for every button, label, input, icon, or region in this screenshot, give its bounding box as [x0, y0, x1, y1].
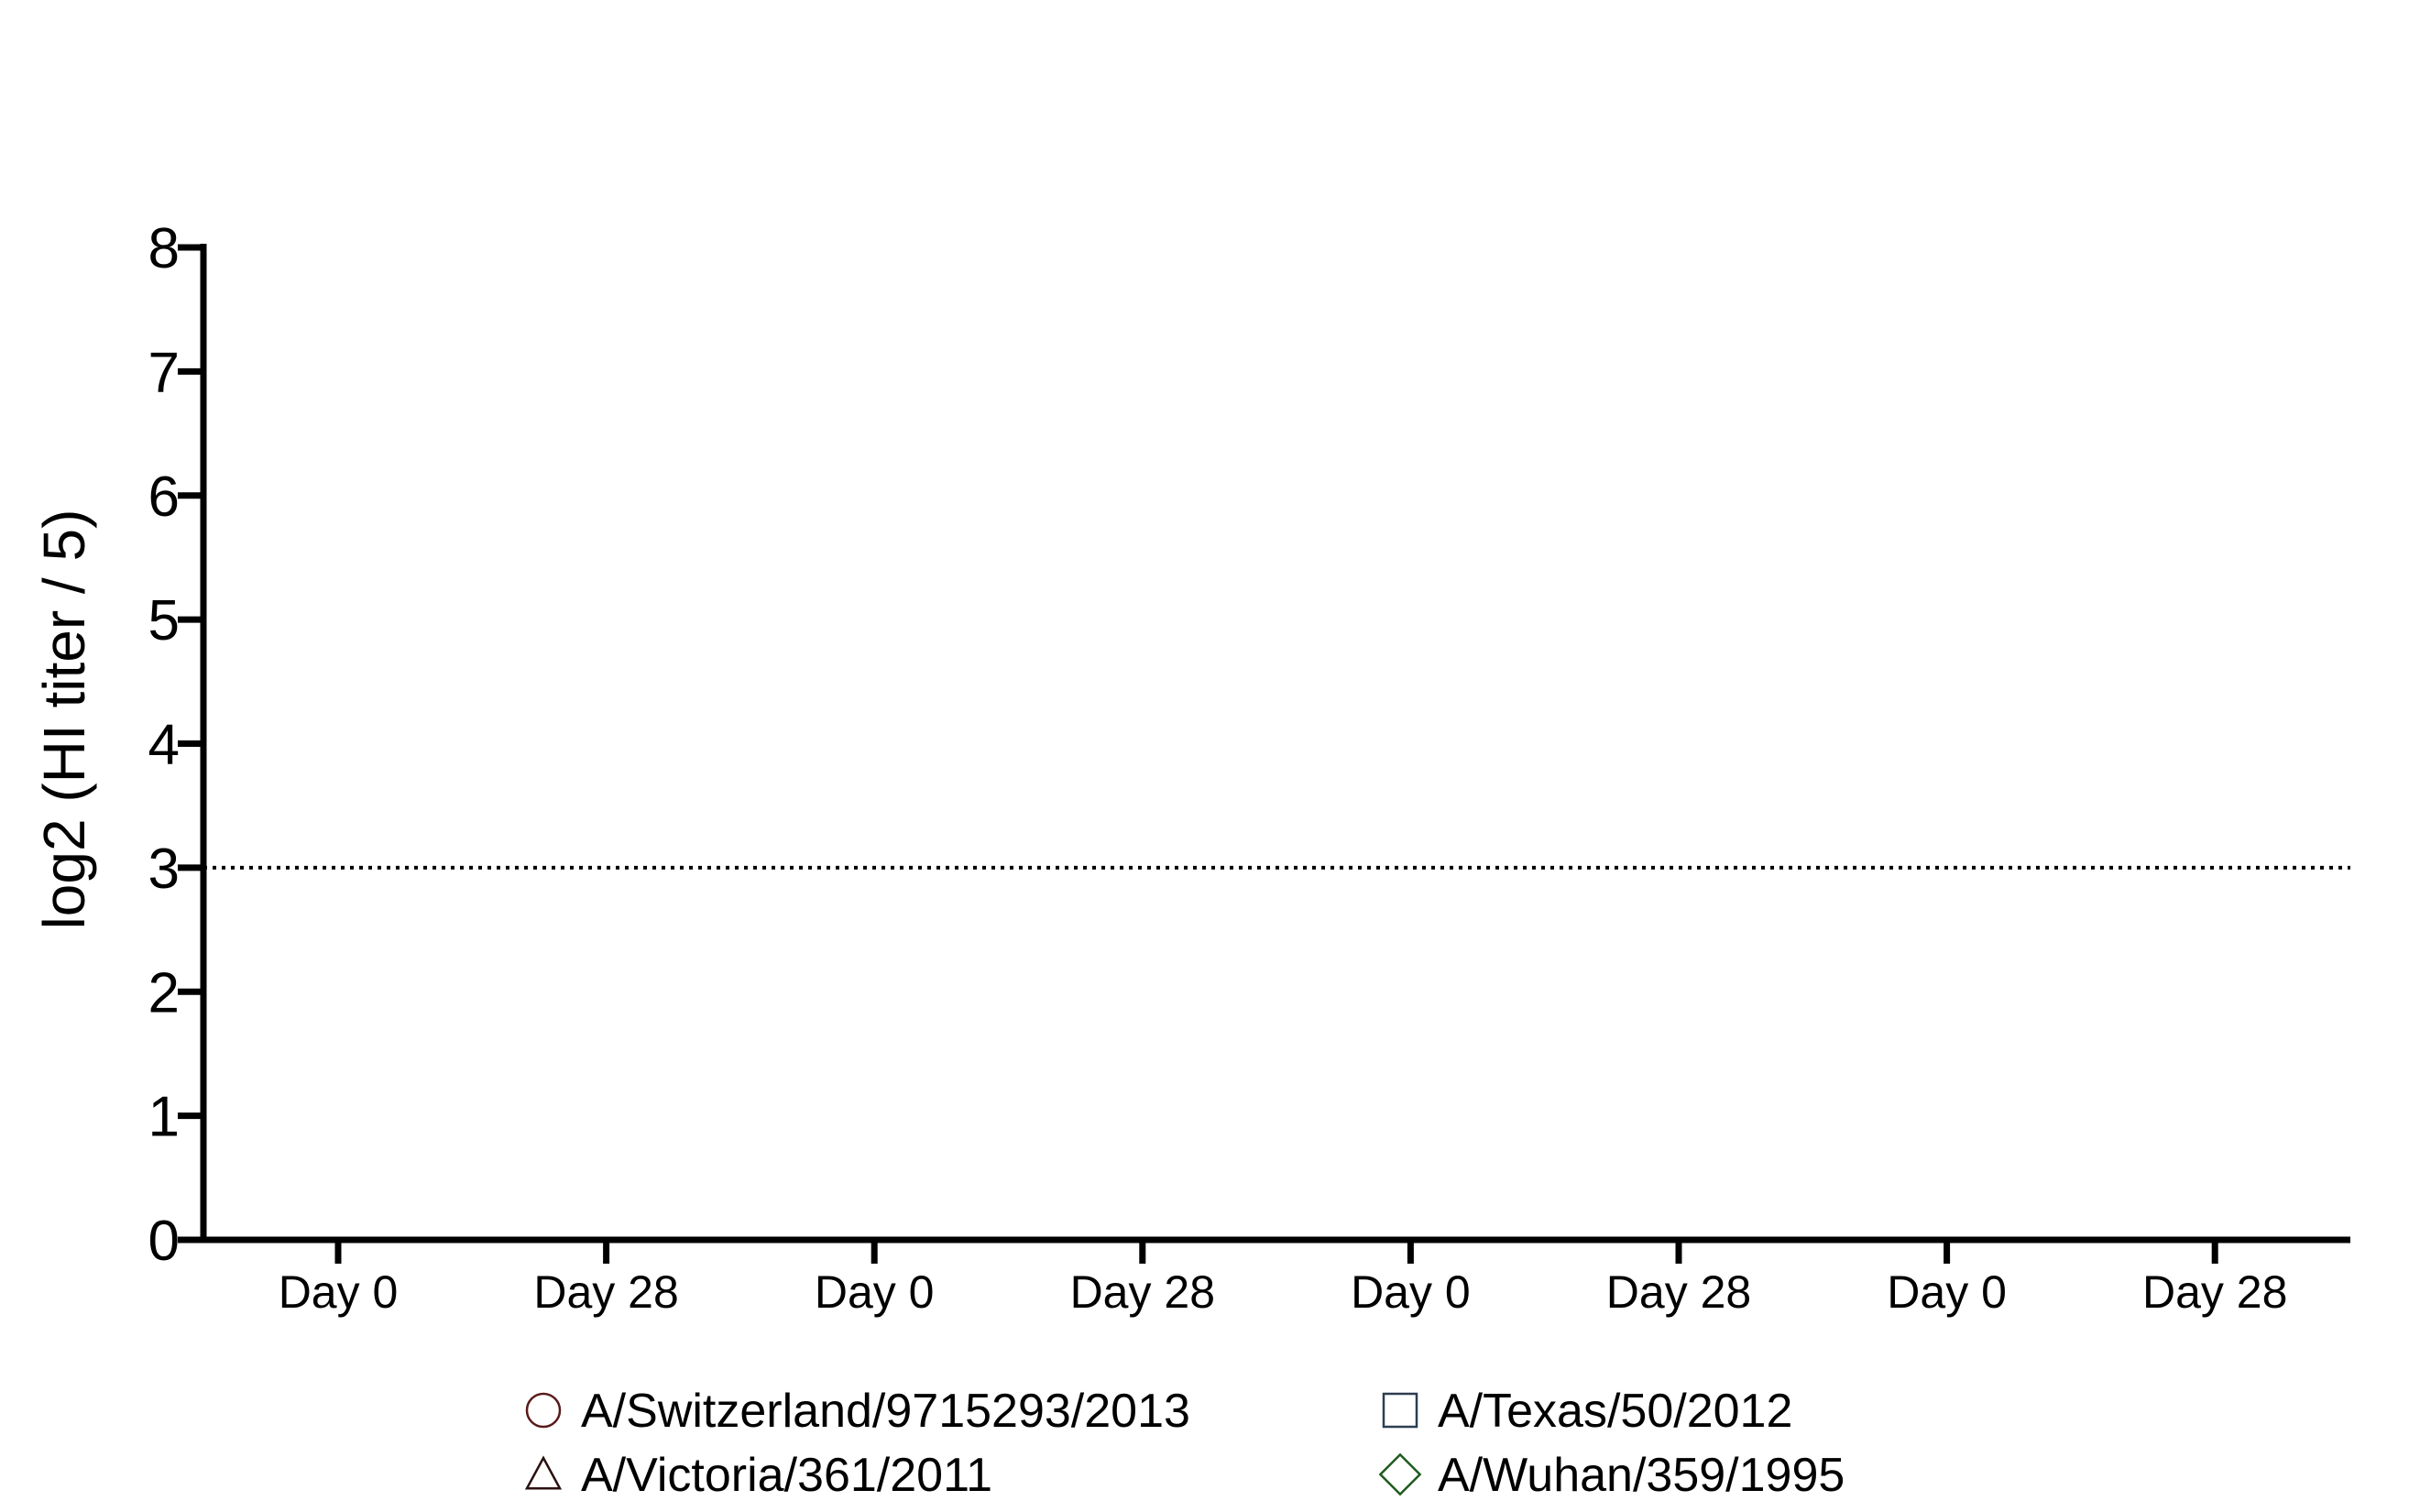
- y-tick-label-6: 6: [148, 466, 180, 529]
- y-tick-label-4: 4: [148, 714, 180, 777]
- y-axis-title-group: log2 (HI titer / 5): [31, 509, 97, 930]
- y-tick-label-3: 3: [148, 838, 180, 901]
- y-tick-label-7: 7: [148, 341, 180, 404]
- legend-item-0: A/Switzerland/9715293/2013: [525, 1385, 1190, 1438]
- legend-label-1: A/Victoria/361/2011: [581, 1449, 992, 1502]
- x-tick-label-0: Day 0: [279, 1266, 399, 1318]
- y-tick-label-1: 1: [148, 1086, 180, 1149]
- y-tick-label-2: 2: [148, 961, 180, 1024]
- legend-label-2: A/Texas/50/2012: [1438, 1385, 1792, 1438]
- legend-marker-triangle: [524, 1455, 563, 1490]
- y-tick-label-0: 0: [148, 1210, 180, 1273]
- x-tick-label-7: Day 28: [2142, 1266, 2287, 1318]
- x-tick-label-2: Day 0: [815, 1266, 935, 1318]
- x-tick-label-3: Day 28: [1070, 1266, 1215, 1318]
- x-axis-ticks: Day 0 Day 28 Day 0 Day 28 Day 0 Day 28 Day 0 Da…: [279, 1240, 2287, 1318]
- y-tick-label-8: 8: [148, 217, 180, 280]
- legend-item-2: A/Texas/50/2012: [1382, 1385, 1792, 1438]
- x-tick-label-4: Day 0: [1351, 1266, 1471, 1318]
- legend-marker-square: [1382, 1392, 1418, 1429]
- legend-item-1: A/Victoria/361/2011: [524, 1449, 992, 1502]
- x-tick-label-6: Day 0: [1887, 1266, 2007, 1318]
- y-tick-label-5: 5: [148, 589, 180, 652]
- legend-label-0: A/Switzerland/9715293/2013: [581, 1385, 1190, 1438]
- legend-marker-circle: [525, 1392, 562, 1429]
- legend-item-3: A/Wuhan/359/1995: [1378, 1449, 1845, 1502]
- legend: A/Switzerland/9715293/2013 A/Victoria/361…: [524, 1385, 1845, 1502]
- y-axis-title: log2 (HI titer / 5): [31, 509, 97, 930]
- legend-label-3: A/Wuhan/359/1995: [1438, 1449, 1845, 1502]
- y-axis-ticks: 0 1 2 3 4 5 6 7 8: [148, 217, 203, 1273]
- x-tick-label-5: Day 28: [1606, 1266, 1751, 1318]
- x-tick-label-1: Day 28: [533, 1266, 678, 1318]
- legend-marker-diamond: [1378, 1452, 1422, 1496]
